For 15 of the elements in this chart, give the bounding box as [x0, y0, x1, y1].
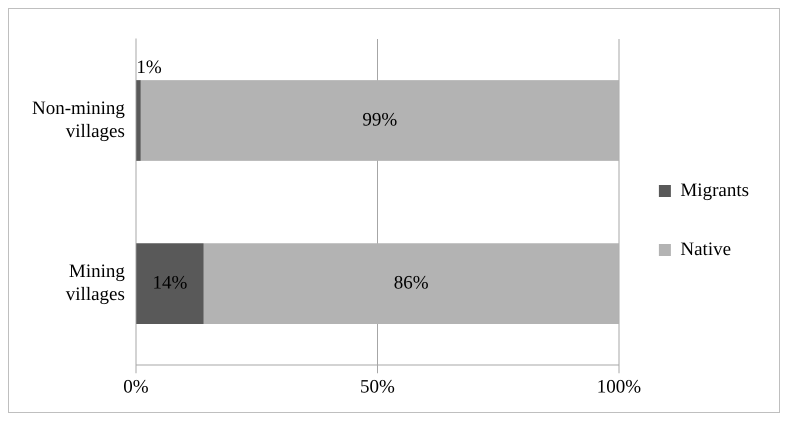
x-tick-label: 50% [360, 376, 395, 398]
bar [136, 243, 204, 324]
y-tick-label: Non-mining villages [32, 98, 126, 142]
data-label: 14% [152, 272, 188, 294]
data-label: 1% [136, 57, 162, 78]
x-tick-label: 0% [123, 376, 149, 398]
x-tick-label: 100% [596, 376, 642, 398]
data-label: 86% [394, 272, 429, 294]
legend-label: Migrants [680, 180, 750, 201]
data-label: 99% [362, 110, 398, 131]
bar [136, 80, 141, 161]
bar [140, 80, 619, 161]
legend-label: Native [680, 238, 732, 260]
y-tick-label: Mining villages [66, 261, 126, 306]
bar [204, 243, 619, 324]
